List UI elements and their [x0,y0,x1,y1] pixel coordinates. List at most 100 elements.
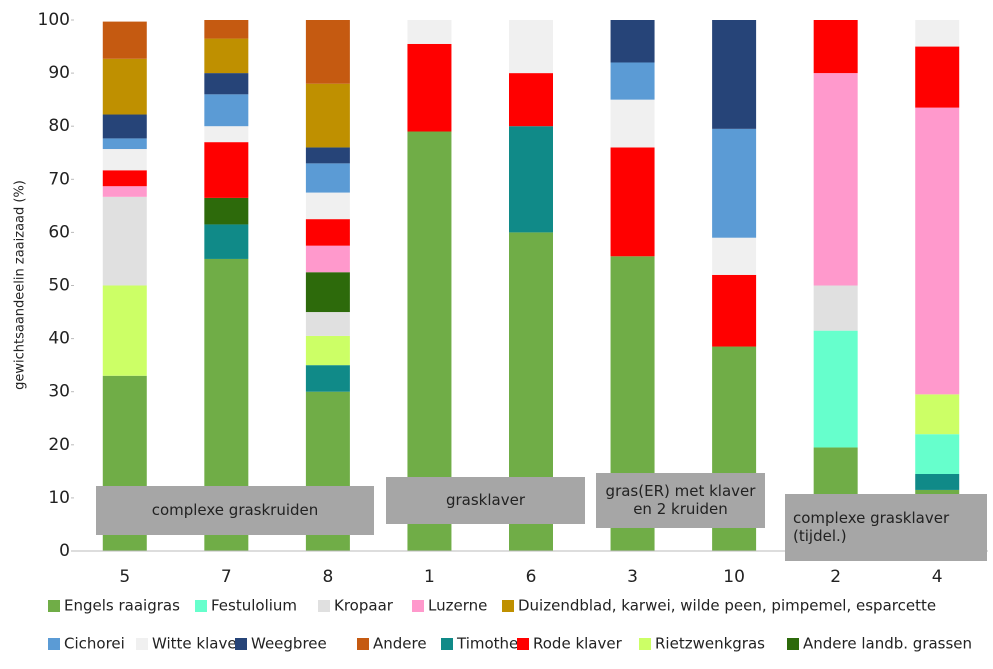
bar-segment [305,312,350,336]
bar-segment [915,434,960,475]
legend-swatch [48,638,60,650]
bar-segment [915,107,960,395]
y-tick-label: 60 [48,222,70,242]
y-tick-label: 30 [48,382,70,402]
legend-label: Festulolium [211,597,297,615]
bar-segment [610,20,655,63]
bar-segment [509,73,553,127]
bar-segment [305,147,350,164]
y-tick-label: 10 [48,488,70,508]
legend-swatch [787,638,799,650]
legend-swatch [502,600,514,612]
legend-label: Cichorei [64,635,125,653]
bar-segment [712,237,757,275]
annotation: complexe graskruiden [152,501,319,519]
y-tick-label: 70 [48,169,70,189]
legend-label: Weegbree [251,635,327,653]
y-axis-title: gewichtsaandeelin zaaizaad (%) [13,180,28,390]
bar-segment [509,20,553,74]
bar-segment [610,147,655,257]
bar-segment [204,126,249,143]
bar-segment [407,43,452,132]
legend-swatch [357,638,369,650]
y-tick-label: 40 [48,329,70,349]
bar-segment [915,20,960,47]
y-tick-label: 20 [48,435,70,455]
bar-segment [204,142,249,198]
bar-segment [102,114,147,139]
bar-segment [305,365,350,392]
legend-swatch [195,600,207,612]
bar-segment [204,38,249,74]
bar-segment [915,394,960,435]
bar-segment [102,138,147,150]
legend-swatch [639,638,651,650]
bar-segment [305,83,350,148]
bar-segment [915,474,960,490]
x-tick-label: 5 [119,567,130,587]
legend-swatch [136,638,148,650]
legend-swatch [48,600,60,612]
bar-segment [712,20,757,129]
legend-label: Andere landb. grassen [803,635,972,653]
bar-segment [813,330,858,448]
bar-segment [305,245,350,273]
x-tick-label: 7 [221,567,232,587]
y-tick-label: 0 [59,541,70,561]
bar-segment [204,94,249,127]
legend-label: Timothee [456,635,528,653]
y-tick-label: 90 [48,63,70,83]
bar-segment [915,46,960,108]
bar-segment [305,219,350,246]
bar-segment [102,58,147,115]
bar-segment [305,20,350,84]
legend-swatch [517,638,529,650]
bar-segment [204,224,249,259]
bar-segment [305,335,350,366]
annotation: complexe grasklaver [793,509,950,527]
x-tick-label: 2 [830,567,841,587]
legend-label: Rietzwenkgras [655,635,765,653]
bar-segment [102,196,147,286]
bar-segment [509,126,553,233]
legend-swatch [412,600,424,612]
legend-label: Duizendblad, karwei, wilde peen, pimpeme… [518,597,936,615]
bar-segment [305,192,350,220]
legend-swatch [441,638,453,650]
y-tick-label: 50 [48,276,70,296]
legend-label: Luzerne [428,597,487,615]
bar-segment [813,20,858,74]
bar-segment [204,73,249,95]
annotation: grasklaver [446,491,526,509]
x-tick-label: 1 [424,567,435,587]
legend-label: Rode klaver [533,635,623,653]
annotation: (tijdel.) [793,527,847,545]
x-tick-label: 3 [627,567,638,587]
bar-segment [712,128,757,238]
x-tick-label: 6 [526,567,537,587]
y-tick-label: 80 [48,116,70,136]
legend-label: Andere [373,635,427,653]
x-tick-label: 8 [322,567,333,587]
legend-label: Witte klaver [152,635,244,653]
annotation-box [386,477,585,524]
bar-segment [102,186,147,197]
bar-segment [102,285,147,376]
bar-segment [610,99,655,148]
legend-swatch [318,600,330,612]
x-tick-label: 10 [723,567,745,587]
bar-segment [712,274,757,347]
legend-swatch [235,638,247,650]
annotation-box [596,473,765,528]
bar-segment [305,163,350,193]
bar-segment [102,149,147,171]
annotation: gras(ER) met klaver [606,482,757,500]
legend-label: Engels raaigras [64,597,180,615]
bar-segment [813,285,858,331]
bar-segment [102,170,147,187]
bar-segment [813,73,858,286]
bar-segment [305,272,350,313]
legend-label: Kropaar [334,597,394,615]
bar-segment [102,21,147,59]
